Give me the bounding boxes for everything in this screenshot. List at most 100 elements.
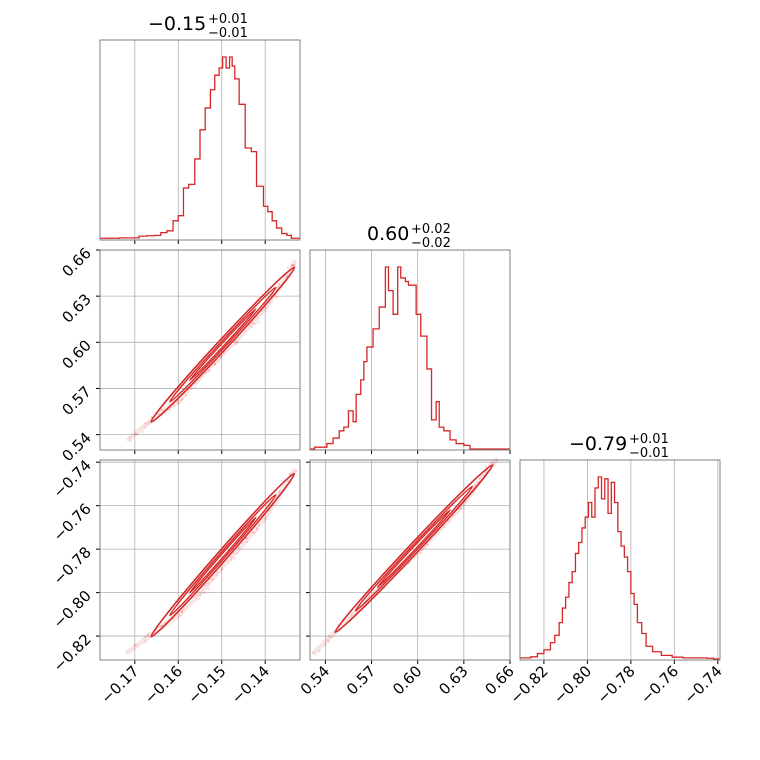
hist-3-frame [519,459,721,661]
joint-1-2-sample-point [157,413,160,416]
joint-1-3-sample-point [204,584,207,587]
joint-1-3-ytick-label-3: −0.76 [50,500,95,545]
joint-1-3-ytick-label-0: −0.82 [50,630,95,675]
joint-1-3-sample-point [182,608,185,611]
joint-2-3-sample-point [351,613,354,616]
joint-1-3-sample-point [230,556,233,559]
joint-2-3-xtick-label-2: 0.60 [389,662,425,698]
joint-1-2-sample-point [143,426,146,429]
joint-2-3-sample-point [426,544,429,547]
joint-1-2-sample-point [276,296,279,299]
joint-1-3-sample-point [133,643,136,647]
joint-1-2-sample-point [134,433,137,436]
hist-1-frame [99,39,301,241]
histogram-panel-param-3: −0.82−0.80−0.78−0.76−0.74 [507,459,726,707]
joint-1-3-sample-point [246,537,249,540]
joint-2-3-sample-point [448,520,451,523]
joint-1-3-ytick-label-2: −0.78 [50,543,95,588]
joint-2-3-sample-point [457,511,460,514]
hist-3-xtick-label-0: −0.82 [507,662,552,707]
joint-1-2-sample-point [180,399,183,403]
joint-1-3-sample-point [233,557,236,560]
hist-3-xtick-label-1: −0.80 [550,662,595,707]
joint-1-3-contour-mid [169,493,277,617]
joint-2-3-sample-point [490,461,493,464]
title-param-3-value: −0.79 [569,433,627,455]
joint-1-3-sample-point [163,621,166,625]
hist-3-xtick-label-2: −0.78 [593,662,638,707]
hist-1-step-line [100,56,300,239]
joint-1-2-sample-point [234,343,237,346]
joint-1-2-sample-point [135,433,138,436]
hist-2-step-line [310,266,510,450]
joint-1-2-sample-point [286,266,289,270]
joint-1-3-sample-point [257,523,261,527]
hist-3-xtick-label-4: −0.74 [680,662,725,707]
joint-1-3-sample-point [147,632,150,635]
joint-1-2-ytick-label-4: 0.66 [58,244,94,280]
joint-1-2-frame [99,249,301,451]
joint-panel-param-1-vs-param-3: −0.17−0.16−0.15−0.14 −0.82−0.80−0.78−0.76… [50,456,301,707]
joint-1-3-sample-point [195,593,199,597]
joint-2-3-sample-point [367,595,371,598]
joint-2-3-sample-point [460,507,463,510]
joint-1-2-sample-point [146,422,149,425]
title-param-1-minus: −0.01 [208,26,248,41]
joint-2-3-sample-point [327,635,331,638]
joint-1-3-sample-point [180,611,184,614]
joint-1-2-sample-point [141,430,144,433]
joint-1-3-sample-point [264,517,267,520]
joint-1-2-sample-point [285,274,288,277]
joint-1-3-sample-point [194,596,197,599]
joint-1-2-sample-point [253,322,256,325]
joint-1-3-sample-point [211,578,215,581]
joint-2-3-frame [309,459,511,661]
joint-1-3-xtick-label-0: −0.17 [97,662,142,707]
joint-1-2-contour-inner [188,308,257,382]
joint-1-2-sample-point [219,355,223,358]
joint-1-2-sample-point [236,342,239,345]
title-param-1-value: −0.15 [148,13,206,35]
joint-2-3-sample-point [330,635,333,638]
joint-1-3-sample-point [251,531,255,535]
joint-2-3-sample-point [458,508,461,511]
title-param-2: 0.60 +0.02 −0.02 [367,222,451,251]
joint-1-2-sample-point [181,397,184,401]
hist-3-step-line [520,476,720,660]
joint-2-3-sample-point [421,548,424,551]
joint-1-3-sample-point [255,528,259,531]
joint-1-3-sample-point [199,593,202,596]
joint-1-3-contour-inner [188,516,257,594]
joint-2-3-sample-point [424,546,427,549]
joint-1-2-sample-point [150,415,153,419]
joint-1-2-sample-point [180,398,183,401]
joint-2-3-sample-point [478,477,481,480]
joint-2-3-sample-point [492,462,495,466]
joint-1-3-xtick-label-3: −0.14 [228,662,273,707]
joint-1-2-sample-point [256,316,259,319]
joint-1-3-sample-point [135,644,138,647]
joint-1-2-sample-point [276,286,279,289]
joint-1-3-xtick-label-1: −0.16 [141,662,186,707]
joint-1-3-sample-point [237,546,240,549]
joint-1-3-sample-point [256,526,259,530]
joint-1-2-sample-point [291,264,294,267]
joint-1-2-sample-point [278,282,281,286]
title-param-3-minus: −0.01 [629,446,669,461]
joint-1-2-density-halo [126,259,297,442]
joint-2-3-sample-point [420,551,423,555]
histogram-panel-param-2 [309,249,511,454]
joint-2-3-sample-point [324,643,327,646]
joint-1-2-sample-point [168,409,171,412]
title-param-3-plus: +0.01 [629,432,669,447]
joint-1-3-ytick-label-1: −0.80 [50,587,95,632]
joint-2-3-sample-point [473,484,476,487]
joint-2-3-sample-point [426,542,429,546]
joint-1-3-sample-point [180,610,183,613]
joint-1-2-sample-point [214,363,217,366]
joint-2-3-xtick-label-0: 0.54 [297,662,333,698]
joint-1-2-contour-outer [150,266,296,423]
joint-1-3-sample-point [286,479,289,482]
joint-1-3-sample-point [160,624,164,628]
